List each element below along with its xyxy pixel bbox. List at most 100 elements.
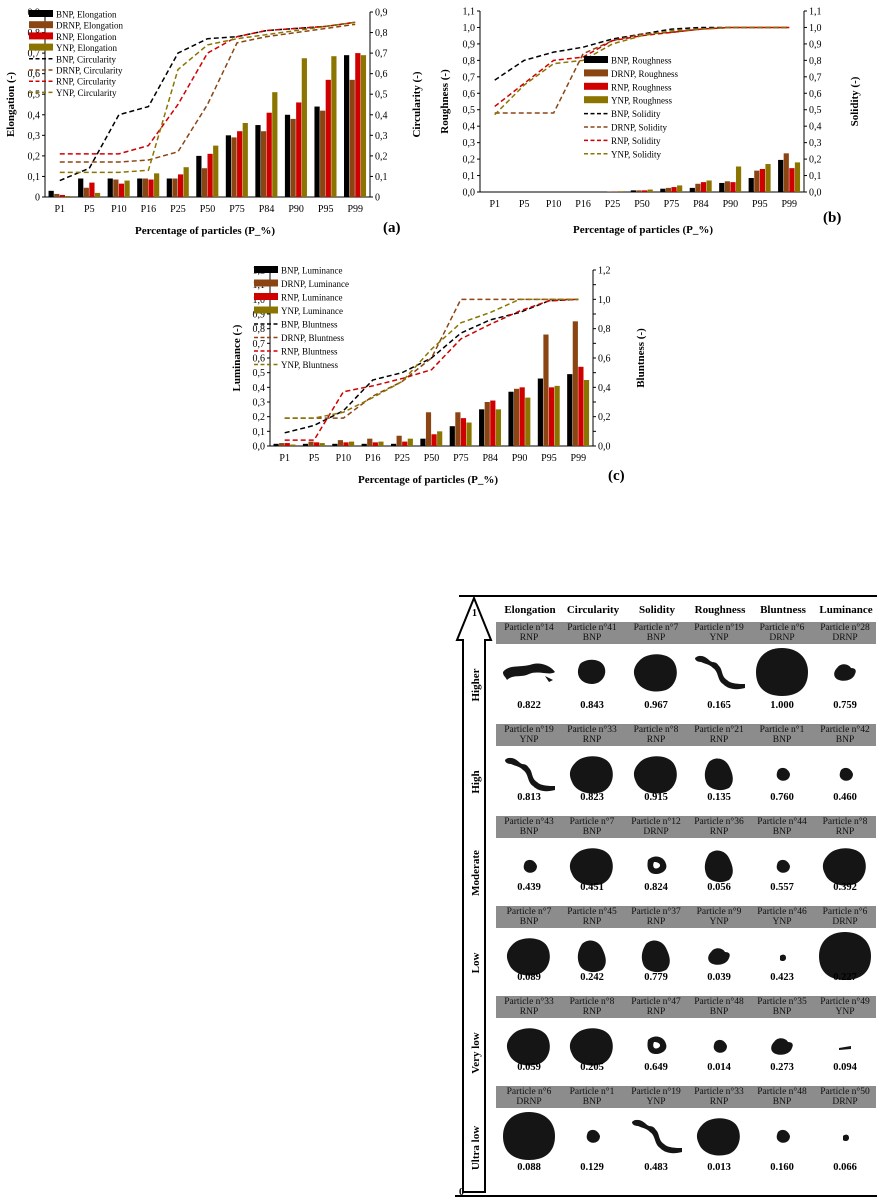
y-right-tick-label: 0 bbox=[375, 193, 380, 204]
particle-silhouette bbox=[506, 938, 550, 976]
bar-rnp-p5 bbox=[314, 442, 320, 446]
particle-number: Particle n°33 bbox=[504, 997, 554, 1007]
particle-value: 1.000 bbox=[770, 700, 794, 711]
bar-drnp-p90 bbox=[290, 118, 296, 197]
y-right-tick-label: 0,9 bbox=[375, 8, 388, 19]
particle-type: RNP bbox=[646, 1007, 666, 1017]
particle-silhouette bbox=[503, 663, 555, 682]
particle-shape bbox=[704, 758, 733, 791]
particle-silhouette bbox=[632, 1119, 682, 1154]
y-left-tick-label: 0,1 bbox=[463, 171, 476, 182]
bar-bnp-p84 bbox=[689, 187, 695, 192]
particle-type: BNP bbox=[582, 1097, 602, 1107]
y-right-tick-label: 1,2 bbox=[598, 266, 611, 277]
x-tick-label: P84 bbox=[693, 199, 709, 210]
particle-type: BNP bbox=[835, 735, 855, 745]
particle-type: DRNP bbox=[832, 1097, 858, 1107]
chart-a: 0 0,1 0,2 0,3 0,4 0,5 0,6 0,7 0,8 0,9 0 0,1 0,2 0,3 0,… bbox=[5, 8, 423, 238]
particle-type: BNP bbox=[772, 1097, 792, 1107]
x-tick-label: P99 bbox=[347, 204, 363, 215]
legend-label: RNP, Solidity bbox=[611, 136, 661, 146]
bar-rnp-p90 bbox=[730, 182, 736, 192]
particle-type: BNP bbox=[646, 633, 666, 643]
x-tick-label: P16 bbox=[575, 199, 591, 210]
legend-label: DRNP, Elongation bbox=[56, 21, 124, 31]
particle-silhouette bbox=[819, 932, 871, 980]
particle-type: BNP bbox=[772, 735, 792, 745]
y-left-tick-label: 0,4 bbox=[463, 122, 476, 133]
y-axis-left-title: Elongation (-) bbox=[5, 72, 17, 137]
bar-rnp-p10 bbox=[343, 442, 349, 446]
particle-shape bbox=[569, 1028, 613, 1066]
legend-swatch bbox=[584, 69, 608, 77]
legend-swatch bbox=[584, 56, 608, 63]
particle-id: Particle n°33 RNP bbox=[561, 725, 623, 745]
particle-silhouette bbox=[776, 767, 790, 781]
y-left-tick-label: 0,3 bbox=[253, 398, 266, 409]
bar-bnp-p10 bbox=[107, 178, 113, 197]
particle-shape bbox=[586, 1129, 600, 1143]
y-right-tick-label: 0,0 bbox=[809, 188, 822, 199]
y-right-tick-label: 0,6 bbox=[598, 354, 611, 365]
particle-shape bbox=[505, 757, 555, 792]
x-tick-label: P84 bbox=[259, 204, 275, 215]
particle-silhouette bbox=[704, 758, 733, 791]
particle-value: 0.013 bbox=[707, 1162, 731, 1173]
particle-type: BNP bbox=[519, 827, 539, 837]
particle-value: 0.967 bbox=[644, 700, 668, 711]
legend-swatch bbox=[254, 266, 278, 273]
particle-id: Particle n°12 DRNP bbox=[625, 817, 687, 837]
bar-drnp-p16 bbox=[367, 438, 373, 446]
bar-drnp-p75 bbox=[455, 412, 461, 446]
particle-shape bbox=[647, 856, 667, 874]
particle-shape bbox=[839, 767, 853, 781]
particle-number: Particle n°8 bbox=[822, 817, 868, 827]
particle-shape bbox=[756, 648, 808, 696]
bar-rnp-p99 bbox=[789, 168, 795, 192]
legend-swatch bbox=[29, 21, 53, 29]
particle-shape bbox=[839, 1046, 851, 1050]
row-header-band bbox=[496, 1086, 876, 1108]
particle-type: DRNP bbox=[516, 1097, 542, 1107]
bar-bnp-p25 bbox=[166, 178, 172, 197]
bar-drnp-p10 bbox=[337, 440, 344, 446]
particle-shape bbox=[632, 1119, 682, 1154]
particle-id: Particle n°33 RNP bbox=[688, 1087, 750, 1107]
y-right-tick-label: 0,5 bbox=[375, 90, 388, 101]
particle-silhouette bbox=[776, 859, 790, 873]
particle-type: RNP bbox=[835, 827, 855, 837]
particle-number: Particle n°7 bbox=[506, 907, 552, 917]
particle-value: 0.392 bbox=[833, 882, 857, 893]
y-right-tick-label: 0,8 bbox=[375, 28, 388, 39]
particle-silhouette bbox=[569, 1028, 613, 1066]
legend-label: RNP, Luminance bbox=[281, 293, 343, 303]
particle-number: Particle n°37 bbox=[631, 907, 681, 917]
x-tick-label: P25 bbox=[170, 204, 186, 215]
particle-type: BNP bbox=[582, 633, 602, 643]
y-left-tick-label: 1,1 bbox=[463, 7, 476, 18]
bar-rnp-p50 bbox=[207, 153, 213, 197]
x-tick-label: P25 bbox=[605, 199, 621, 210]
bar-ynp-p1 bbox=[290, 444, 296, 446]
y-right-tick-label: 0,6 bbox=[375, 69, 388, 80]
particle-value: 0.423 bbox=[770, 972, 794, 983]
x-tick-label: P5 bbox=[309, 453, 320, 464]
particle-id: Particle n°41 BNP bbox=[561, 623, 623, 643]
particle-id: Particle n°1 BNP bbox=[751, 725, 813, 745]
particle-number: Particle n°6 bbox=[822, 907, 868, 917]
particle-value: 0.135 bbox=[707, 792, 731, 803]
y-left-tick-label: 0,6 bbox=[253, 354, 266, 365]
particle-id: Particle n°46 YNP bbox=[751, 907, 813, 927]
particle-value: 0.760 bbox=[770, 792, 794, 803]
bar-bnp-p16 bbox=[361, 443, 367, 446]
particle-silhouette bbox=[577, 940, 606, 973]
bar-ynp-p84 bbox=[272, 92, 278, 197]
particle-silhouette bbox=[569, 756, 613, 794]
column-header: Solidity bbox=[638, 604, 676, 616]
x-tick-label: P90 bbox=[512, 453, 528, 464]
legend-swatch bbox=[29, 43, 53, 51]
y-left-tick-label: 0,0 bbox=[463, 188, 476, 199]
particle-table: 1 0 Elongation Circularity Solidity Roughne… bbox=[455, 592, 877, 1199]
x-tick-label: P1 bbox=[489, 199, 500, 210]
line-bnp bbox=[284, 298, 579, 434]
